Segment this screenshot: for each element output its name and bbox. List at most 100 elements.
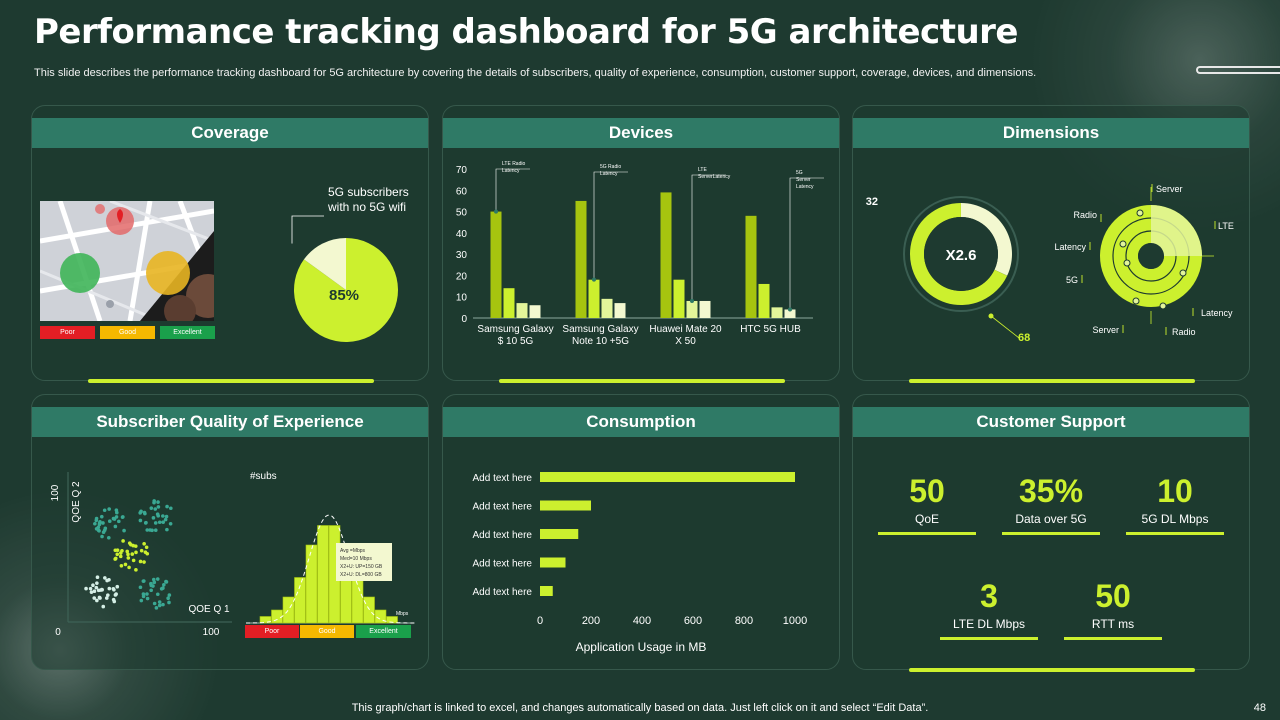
scatter-point-3-28 (94, 585, 99, 590)
sqoe-title: Subscriber Quality of Experience (32, 407, 428, 437)
scatter-point-3-18 (104, 596, 109, 600)
support-underline (909, 668, 1195, 672)
devices-bar-3-3 (784, 309, 796, 318)
donut-label-68: 68 (1018, 332, 1030, 344)
radar-node-3 (1123, 259, 1131, 267)
scatter-point-0-13 (113, 524, 118, 529)
scatter-point-3-17 (92, 596, 97, 600)
scatter-point-3-2 (95, 598, 99, 603)
coverage-annotation-line2: with no 5G wifi (327, 200, 406, 214)
devices-annotation-2-1: ServerLatency (698, 174, 731, 180)
scatter-point-2-5 (130, 552, 135, 556)
consumption-xtick-5: 1000 (783, 615, 807, 627)
consumption-xtick-1: 200 (582, 615, 600, 627)
consumption-label-0: Add text here (473, 473, 533, 484)
donut-center-label: X2.6 (946, 247, 977, 264)
scatter-point-2-4 (131, 558, 136, 563)
devices-ytick-2: 20 (456, 271, 468, 282)
scatter-point-0-18 (96, 525, 101, 530)
scatter-points (84, 499, 173, 610)
scatter-point-2-16 (133, 544, 138, 548)
devices-annotation-line-2 (691, 174, 726, 301)
scatter-point-1-19 (143, 521, 148, 525)
kpi-data5g-label: Data over 5G (1015, 512, 1087, 526)
scatter-point-1-11 (149, 506, 154, 510)
hist-bars (259, 525, 398, 624)
consumption-xlabel: Application Usage in MB (576, 640, 707, 654)
radar-label-latency-left: Latency (1054, 242, 1086, 252)
radar-highlight (1151, 205, 1202, 256)
scatter-point-2-15 (134, 550, 138, 555)
radar-label-radio-bottom: Radio (1172, 327, 1196, 337)
coverage-pie-chart: 5G subscribers with no 5G wifi 85% (289, 185, 409, 342)
coverage-title: Coverage (32, 118, 428, 148)
scatter-point-4-23 (141, 592, 146, 596)
devices-xlabel-1-0: Samsung Galaxy (562, 324, 638, 335)
devices-bar-0-3 (529, 305, 541, 318)
devices-annotation-dot-1 (592, 277, 596, 282)
radar-node-2 (1136, 209, 1144, 217)
radar-node-6 (1159, 302, 1167, 310)
consumption-label-1: Add text here (473, 502, 533, 513)
scatter-point-1-18 (138, 511, 142, 515)
devices-ytick-3: 30 (456, 250, 468, 261)
devices-bar-0-0 (490, 211, 502, 318)
hist-stat-1: Avg =Mbps (340, 548, 366, 554)
kpi-ltedl-label: LTE DL Mbps (952, 617, 1026, 631)
consumption-xtick-2: 400 (633, 615, 651, 627)
devices-ytick-7: 70 (456, 165, 468, 176)
hist-bar-10 (374, 609, 387, 624)
scatter-point-4-17 (164, 579, 168, 584)
scatter-point-3-14 (107, 577, 111, 582)
devices-bar-1-3 (614, 303, 626, 318)
scatter-point-2-23 (142, 560, 146, 564)
scatter-point-3-25 (115, 584, 120, 589)
pie-slice-no-wifi (303, 238, 346, 290)
scatter-point-1-20 (165, 504, 169, 509)
devices-bar-1-0 (575, 200, 587, 318)
scatter-point-3-27 (106, 593, 110, 597)
scatter-point-3-20 (111, 597, 116, 602)
scatter-point-1-24 (145, 528, 150, 532)
devices-xlabel-0-1: $ 10 5G (498, 336, 534, 347)
devices-annotation-dot-2 (690, 298, 694, 303)
donut-label-32: 32 (866, 196, 878, 208)
devices-annotation-0-0: LTE Radio (502, 161, 525, 167)
scatter-point-0-23 (97, 521, 102, 525)
map-graphic (40, 201, 214, 321)
scatter-point-2-29 (119, 563, 124, 568)
scatter-point-1-4 (153, 507, 158, 511)
scatter-point-2-13 (129, 542, 133, 547)
scatter-point-1-5 (153, 521, 158, 525)
devices-annotation-1-0: 5G Radio (600, 164, 621, 170)
devices-xlabel-2-1: X 50 (675, 336, 696, 347)
scatter-point-4-5 (155, 577, 160, 581)
kpi-qoe-value: 50 (909, 473, 945, 509)
kpi-qoe-line (878, 532, 976, 535)
kpi-qoe-label: QoE (914, 512, 939, 526)
scatter-point-4-8 (157, 600, 162, 604)
kpi-rtt-line (1064, 637, 1162, 640)
hist-bar-0 (259, 616, 272, 624)
devices-annotation-dot-0 (494, 209, 498, 214)
decorative-line (1196, 66, 1280, 74)
scatter-point-1-22 (161, 514, 165, 518)
scatter-point-4-2 (145, 592, 149, 596)
scatter-point-4-27 (154, 606, 159, 610)
scatter-point-1-25 (156, 500, 160, 504)
scatter-point-1-9 (153, 528, 158, 533)
consumption-xtick-4: 800 (735, 615, 753, 627)
radar-label-lte: LTE (1218, 221, 1234, 231)
scatter-point-0-21 (121, 515, 125, 519)
consumption-title: Consumption (443, 407, 839, 437)
scatter-point-3-3 (101, 604, 106, 609)
scatter-point-4-22 (161, 602, 165, 607)
devices-bar-3-2 (771, 307, 783, 318)
scatter-point-2-2 (139, 548, 144, 553)
consumption-label-3: Add text here (473, 559, 533, 570)
radar-node-5 (1132, 297, 1140, 305)
devices-ytick-1: 10 (456, 293, 468, 304)
scatter-point-3-26 (88, 586, 93, 591)
scatter-point-1-10 (151, 516, 156, 520)
scatter-point-4-15 (157, 603, 162, 608)
